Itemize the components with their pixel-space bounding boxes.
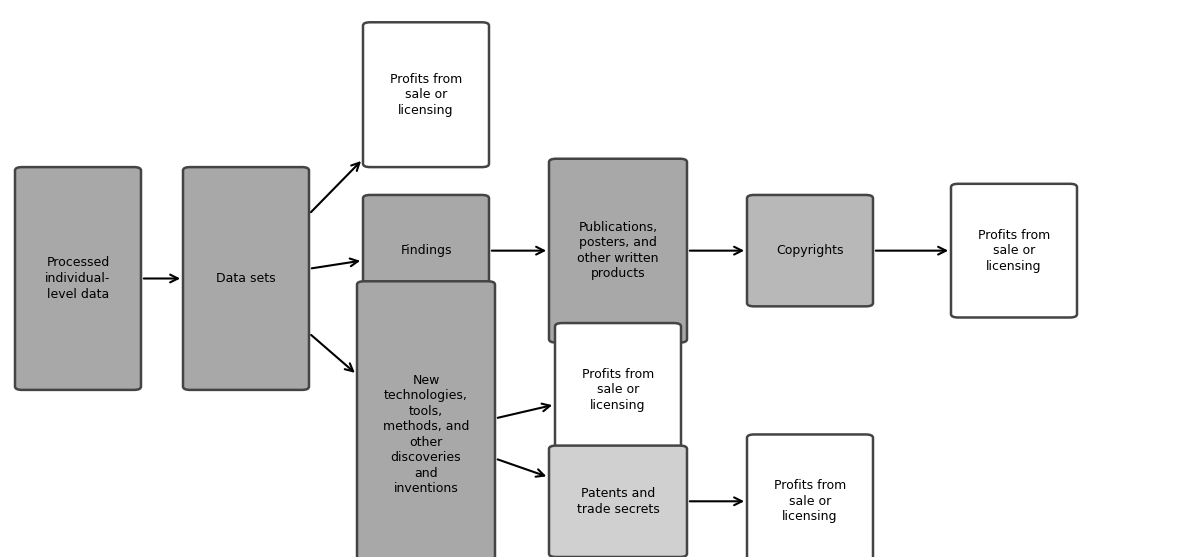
FancyBboxPatch shape xyxy=(358,281,496,557)
Text: Publications,
posters, and
other written
products: Publications, posters, and other written… xyxy=(577,221,659,280)
FancyBboxPatch shape xyxy=(952,184,1078,317)
FancyBboxPatch shape xyxy=(364,22,490,167)
Text: Profits from
sale or
licensing: Profits from sale or licensing xyxy=(978,229,1050,272)
Text: Findings: Findings xyxy=(401,244,451,257)
Text: New
technologies,
tools,
methods, and
other
discoveries
and
inventions: New technologies, tools, methods, and ot… xyxy=(383,374,469,495)
Text: Patents and
trade secrets: Patents and trade secrets xyxy=(577,487,659,516)
Text: Processed
individual-
level data: Processed individual- level data xyxy=(46,257,110,300)
FancyBboxPatch shape xyxy=(748,434,874,557)
FancyBboxPatch shape xyxy=(550,446,686,557)
Text: Data sets: Data sets xyxy=(216,272,276,285)
Text: Copyrights: Copyrights xyxy=(776,244,844,257)
FancyBboxPatch shape xyxy=(550,159,686,343)
Text: Profits from
sale or
licensing: Profits from sale or licensing xyxy=(774,480,846,523)
FancyBboxPatch shape xyxy=(364,195,490,306)
Text: Profits from
sale or
licensing: Profits from sale or licensing xyxy=(390,73,462,116)
FancyBboxPatch shape xyxy=(554,323,682,457)
FancyBboxPatch shape xyxy=(748,195,874,306)
FancyBboxPatch shape xyxy=(16,167,142,390)
FancyBboxPatch shape xyxy=(182,167,310,390)
Text: Profits from
sale or
licensing: Profits from sale or licensing xyxy=(582,368,654,412)
